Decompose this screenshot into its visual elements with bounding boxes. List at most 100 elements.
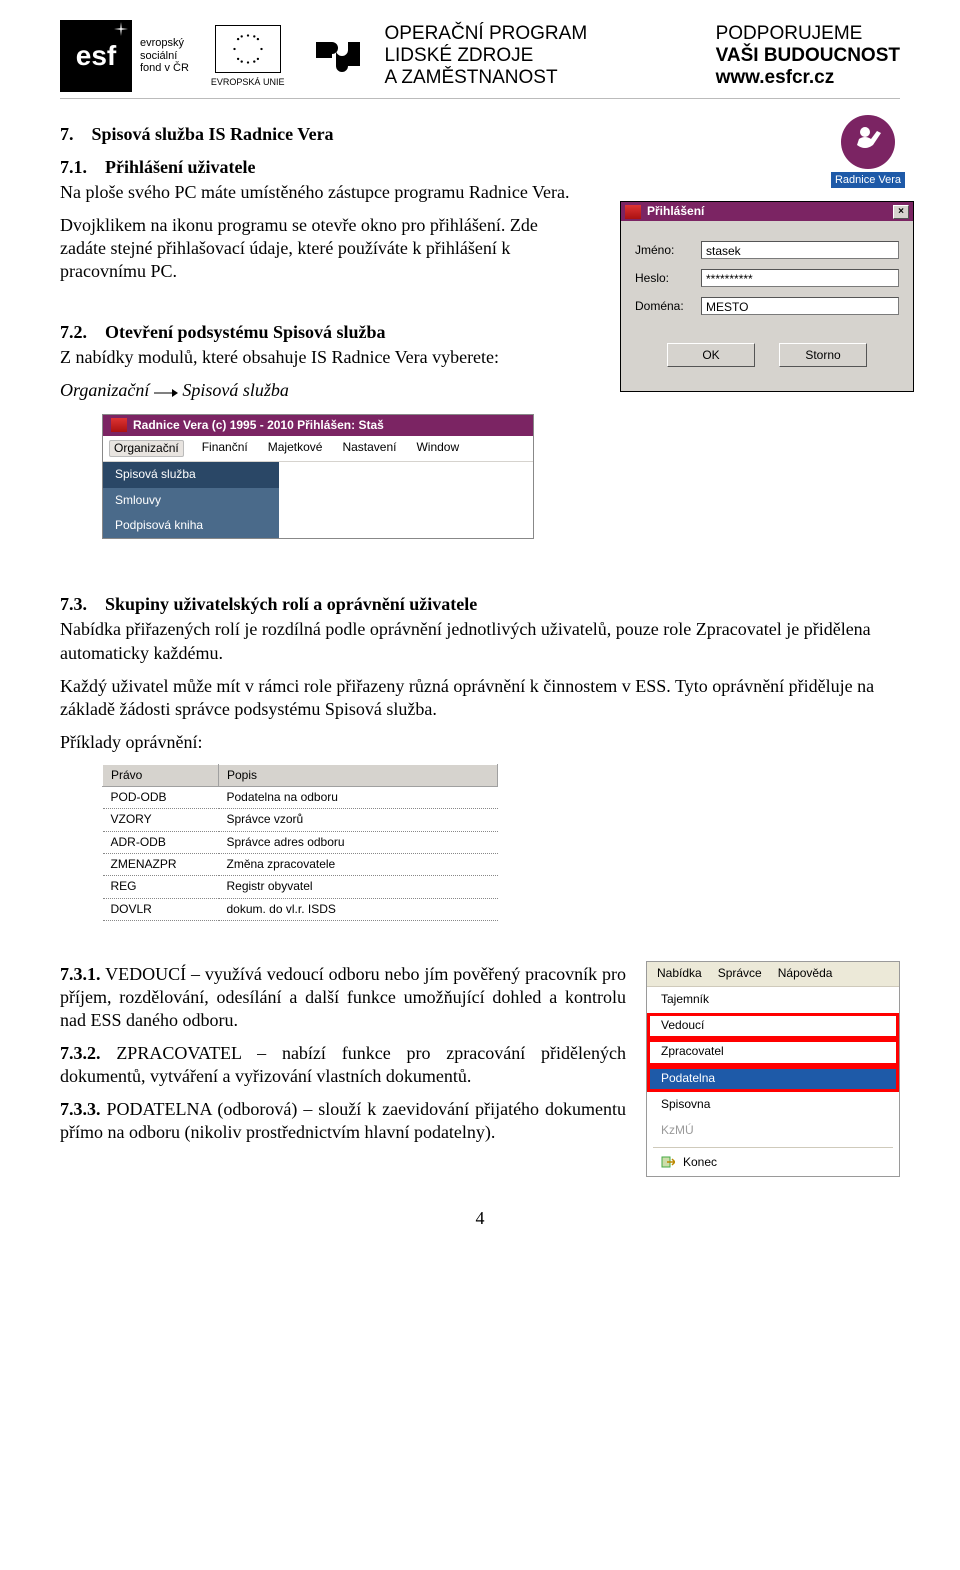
menu-item-window[interactable]: Window xyxy=(414,440,461,457)
menu-item-organizacni[interactable]: Organizační xyxy=(109,440,184,457)
para-7-3-b: Každý uživatel může mít v rámci role při… xyxy=(60,675,900,721)
menu-item-majetkove[interactable]: Majetkové xyxy=(266,440,325,457)
arrow-icon xyxy=(154,381,178,404)
eu-flag-box xyxy=(215,25,281,73)
heading-7-2-text: Otevření podsystému Spisová služba xyxy=(105,322,386,342)
op-line-3: A ZAMĚSTNANOST xyxy=(384,67,695,89)
table-row: DOVLRdokum. do vl.r. ISDS xyxy=(103,898,498,920)
radnice-vera-icon xyxy=(841,115,895,169)
roles-top-napoveda[interactable]: Nápověda xyxy=(778,966,833,981)
label-domain: Doména: xyxy=(635,299,701,314)
roles-list: TajemníkVedoucíZpracovatelPodatelnaSpiso… xyxy=(647,986,899,1177)
heading-7-1-num: 7.1. xyxy=(60,157,87,177)
esf-logo-text: evropský sociální fond v ČR xyxy=(140,37,189,75)
permissions-table: Právo Popis POD-ODBPodatelna na odboruVZ… xyxy=(102,764,498,922)
login-title: Přihlášení xyxy=(647,204,704,219)
perm-desc: Změna zpracovatele xyxy=(219,854,498,876)
eu-flag: EVROPSKÁ UNIE xyxy=(211,25,285,87)
domain-field[interactable]: MESTO xyxy=(701,297,899,315)
roles-menu: Nabídka Správce Nápověda TajemníkVedoucí… xyxy=(646,961,900,1177)
para-7-1-a: Na ploše svého PC máte umístěného zástup… xyxy=(60,181,580,204)
dropdown-smlouvy[interactable]: Smlouvy xyxy=(103,488,279,513)
perm-code: REG xyxy=(103,876,219,898)
esf-line-3: fond v ČR xyxy=(140,62,189,75)
eu-stars-icon xyxy=(230,31,266,67)
heading-7-3-text: Skupiny uživatelských rolí a oprávnění u… xyxy=(105,594,477,614)
num-7-3-3: 7.3.3. xyxy=(60,1099,101,1119)
path-spisova: Spisová služba xyxy=(182,380,289,400)
heading-7-3-num: 7.3. xyxy=(60,594,87,614)
perm-desc: dokum. do vl.r. ISDS xyxy=(219,898,498,920)
esf-short-text: esf xyxy=(76,40,116,72)
role-item-podatelna[interactable]: Podatelna xyxy=(647,1066,899,1092)
heading-7-1-text: Přihlášení uživatele xyxy=(105,157,255,177)
podp-line-2: VAŠI BUDOUCNOST xyxy=(716,45,900,67)
path-organizacni: Organizační xyxy=(60,380,149,400)
perm-code: ZMENAZPR xyxy=(103,854,219,876)
role-item-tajemník[interactable]: Tajemník xyxy=(647,987,899,1013)
para-7-3-3: 7.3.3. PODATELNA (odborová) – slouží k z… xyxy=(60,1098,626,1144)
heading-7-num: 7. xyxy=(60,124,74,144)
podp-url: www.esfcr.cz xyxy=(716,67,900,89)
heading-7-text: Spisová služba IS Radnice Vera xyxy=(92,124,334,144)
heading-7-1: 7.1. Přihlášení uživatele xyxy=(60,156,900,179)
launcher-label: Radnice Vera xyxy=(831,172,905,188)
role-item-spisovna[interactable]: Spisovna xyxy=(647,1092,899,1118)
op-line-1: OPERAČNÍ PROGRAM xyxy=(384,23,695,45)
roles-top-nabidka[interactable]: Nabídka xyxy=(657,966,702,981)
menu-item-financni[interactable]: Finanční xyxy=(200,440,250,457)
heading-7-2-num: 7.2. xyxy=(60,322,87,342)
radnice-vera-launcher[interactable]: Radnice Vera xyxy=(826,111,910,188)
para-7-3-examples: Příklady oprávnění: xyxy=(60,731,900,754)
perm-code: DOVLR xyxy=(103,898,219,920)
role-item-kzmú[interactable]: KzMÚ xyxy=(647,1118,899,1144)
perm-desc: Správce vzorů xyxy=(219,809,498,831)
content-area: Radnice Vera Přihlášení × Jméno: stasek … xyxy=(60,123,900,1230)
table-row: ZMENAZPRZměna zpracovatele xyxy=(103,854,498,876)
table-row: POD-ODBPodatelna na odboru xyxy=(103,786,498,808)
password-field[interactable]: ********** xyxy=(701,269,899,287)
ok-button[interactable]: OK xyxy=(667,343,755,367)
close-icon[interactable]: × xyxy=(893,205,909,219)
esf-logo: esf evropský sociální fond v ČR xyxy=(60,20,189,92)
menubar-title-text: Radnice Vera (c) 1995 - 2010 Přihlášen: … xyxy=(133,418,384,433)
para-7-1-b: Dvojklikem na ikonu programu se otevře o… xyxy=(60,214,560,283)
perm-desc: Registr obyvatel xyxy=(219,876,498,898)
cancel-button[interactable]: Storno xyxy=(779,343,867,367)
eu-caption: EVROPSKÁ UNIE xyxy=(211,77,285,87)
num-7-3-1: 7.3.1. xyxy=(60,964,101,984)
menubar-items: Organizační Finanční Majetkové Nastavení… xyxy=(103,436,533,462)
dropdown-spisova[interactable]: Spisová služba xyxy=(103,462,279,487)
perm-desc: Podatelna na odboru xyxy=(219,786,498,808)
title-7-3-3: PODATELNA xyxy=(106,1099,211,1119)
menu-item-nastaveni[interactable]: Nastavení xyxy=(340,440,398,457)
perm-desc: Správce adres odboru xyxy=(219,831,498,853)
label-username: Jméno: xyxy=(635,243,701,258)
roles-top-spravce[interactable]: Správce xyxy=(718,966,762,981)
username-field[interactable]: stasek xyxy=(701,241,899,259)
table-row: ADR-ODBSprávce adres odboru xyxy=(103,831,498,853)
login-dialog: Přihlášení × Jméno: stasek Heslo: ******… xyxy=(620,201,914,392)
app-icon xyxy=(625,205,641,219)
role-item-vedoucí[interactable]: Vedoucí xyxy=(647,1013,899,1039)
perm-col-pravo: Právo xyxy=(103,764,219,786)
title-7-3-2: ZPRACOVATEL xyxy=(116,1043,241,1063)
esf-logo-mark: esf xyxy=(60,20,132,92)
esf-line-1: evropský xyxy=(140,37,189,50)
role-item-zpracovatel[interactable]: Zpracovatel xyxy=(647,1039,899,1065)
perm-code: ADR-ODB xyxy=(103,831,219,853)
menubar-title: Radnice Vera (c) 1995 - 2010 Přihlášen: … xyxy=(103,415,533,436)
header-bar: esf evropský sociální fond v ČR xyxy=(60,20,900,99)
support-text: PODPORUJEME VAŠI BUDOUCNOST www.esfcr.cz xyxy=(716,23,900,89)
menubar-screenshot: Radnice Vera (c) 1995 - 2010 Přihlášen: … xyxy=(102,414,534,540)
dropdown-podpisova[interactable]: Podpisová kniha xyxy=(103,513,279,538)
menubar-dropdown: Spisová služba Smlouvy Podpisová kniha xyxy=(103,462,279,538)
perm-code: POD-ODB xyxy=(103,786,219,808)
app-icon xyxy=(111,418,127,432)
role-exit[interactable]: Konec xyxy=(647,1150,899,1176)
para-7-3-a: Nabídka přiřazených rolí je rozdílná pod… xyxy=(60,618,900,664)
heading-7-3: 7.3. Skupiny uživatelských rolí a oprávn… xyxy=(60,593,900,616)
puzzle-icon xyxy=(308,26,364,87)
label-password: Heslo: xyxy=(635,271,701,286)
page-number: 4 xyxy=(60,1207,900,1230)
